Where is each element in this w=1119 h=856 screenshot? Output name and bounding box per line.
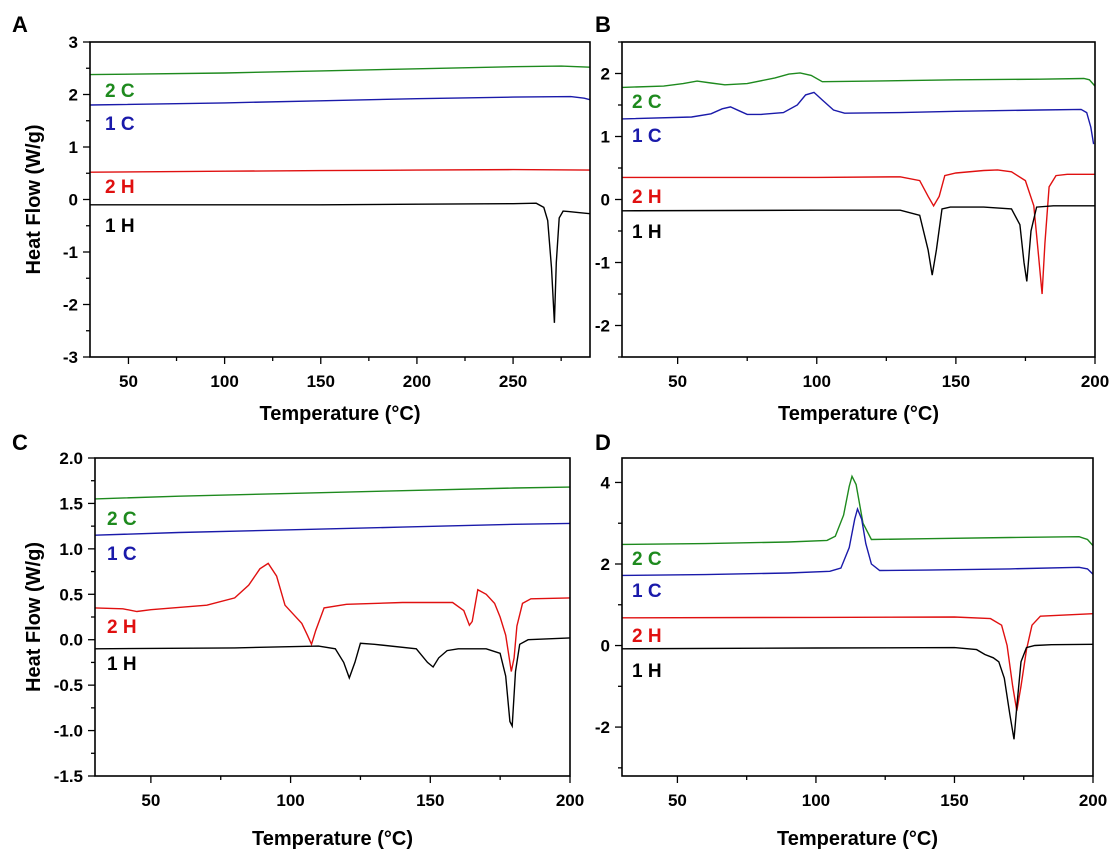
series-label-2c: 2 C	[632, 92, 662, 113]
series-line-2c	[622, 72, 1095, 89]
x-tick-label: 100	[803, 372, 831, 391]
panel-letter: B	[595, 12, 611, 37]
series-line-1h	[90, 202, 590, 323]
series-label-1h: 1 H	[107, 654, 137, 675]
x-tick-label: 200	[1079, 791, 1107, 810]
plot-frame	[94, 457, 571, 777]
y-tick-label: -1.0	[54, 722, 83, 741]
y-tick-label: 2	[601, 65, 610, 84]
series-line-1h	[622, 205, 1095, 282]
y-tick-label: 0.0	[59, 631, 83, 650]
y-axis-label: Heat Flow (W/g)	[23, 542, 45, 692]
series-label-1h: 1 H	[105, 216, 135, 237]
y-tick-label: 2	[69, 86, 78, 105]
y-tick-label: 4	[601, 473, 611, 492]
series-line-1c	[90, 95, 590, 106]
series-label-2c: 2 C	[105, 81, 135, 102]
series-line-2h	[95, 562, 570, 672]
series-label-2h: 2 H	[632, 187, 662, 208]
series-line-1c	[622, 506, 1093, 577]
y-tick-label: -1	[595, 254, 610, 273]
x-tick-label: 200	[403, 372, 431, 391]
series-label-1c: 1 C	[632, 581, 662, 602]
y-tick-label: -0.5	[54, 676, 83, 695]
x-tick-label: 50	[668, 372, 687, 391]
series-line-2c	[622, 474, 1093, 547]
series-label-1h: 1 H	[632, 222, 662, 243]
series-line-2c	[90, 65, 590, 76]
series-line-2h	[622, 613, 1093, 711]
y-tick-label: 0.5	[59, 585, 83, 604]
panel-letter: C	[12, 430, 28, 455]
y-tick-label: 1.5	[59, 494, 83, 513]
y-tick-label: 0	[601, 191, 610, 210]
series-line-1h	[95, 637, 570, 729]
series-label-1c: 1 C	[632, 126, 662, 147]
x-axis-label: Temperature (°C)	[777, 828, 938, 850]
y-tick-label: 2	[601, 555, 610, 574]
x-tick-label: 50	[141, 791, 160, 810]
panel-letter: D	[595, 430, 611, 455]
y-tick-label: 0	[601, 637, 610, 656]
panel-a: A 2 C 1 C 2 H 1 H 50 100 150 200 250 -3 -2 -1 0 1 2 3 Tem…	[12, 12, 591, 425]
x-tick-label: 150	[940, 791, 968, 810]
y-tick-label: 1	[601, 128, 610, 147]
panel-letter: A	[12, 12, 28, 37]
x-axis-label: Temperature (°C)	[252, 828, 413, 850]
x-tick-label: 150	[416, 791, 444, 810]
x-tick-label: 150	[942, 372, 970, 391]
x-tick-label: 50	[119, 372, 138, 391]
y-tick-label: 2.0	[59, 449, 83, 468]
series-line-2h	[90, 168, 590, 173]
series-label-1c: 1 C	[105, 114, 135, 135]
series-label-1c: 1 C	[107, 544, 137, 565]
plot-frame	[621, 457, 1094, 777]
y-tick-label: -1	[63, 243, 78, 262]
panel-b: B 2 C 1 C 2 H 1 H 50 100 150 200 -2 -1 0 1 2 Temperatu…	[595, 12, 1109, 425]
x-axis-label: Temperature (°C)	[260, 403, 421, 425]
plot-frame	[621, 41, 1096, 358]
x-tick-label: 50	[668, 791, 687, 810]
y-tick-label: -2	[595, 718, 610, 737]
x-tick-label: 200	[556, 791, 584, 810]
x-tick-label: 100	[276, 791, 304, 810]
y-tick-label: -2	[595, 317, 610, 336]
panel-d: D 2 C 1 C 2 H 1 H 50 100 150 200 -2 0 2 4 Temperature…	[595, 430, 1107, 850]
y-tick-label: 3	[69, 33, 78, 52]
series-line-1c	[95, 522, 570, 536]
x-tick-label: 100	[802, 791, 830, 810]
x-axis-label: Temperature (°C)	[778, 403, 939, 425]
x-tick-label: 100	[210, 372, 238, 391]
series-line-2h	[622, 169, 1095, 295]
series-label-2c: 2 C	[107, 509, 137, 530]
x-tick-label: 200	[1081, 372, 1109, 391]
series-line-2c	[95, 486, 570, 500]
series-label-2c: 2 C	[632, 549, 662, 570]
x-tick-label: 250	[499, 372, 527, 391]
panel-c: C 2 C 1 C 2 H 1 H 50 100 150 200 -1.5 -1.0 -0.5 0.0 0…	[12, 430, 584, 850]
series-label-1h: 1 H	[632, 661, 662, 682]
y-axis-label: Heat Flow (W/g)	[23, 125, 45, 275]
y-tick-label: 0	[69, 191, 78, 210]
y-tick-label: -1.5	[54, 767, 83, 786]
y-tick-label: -2	[63, 296, 78, 315]
x-tick-label: 150	[307, 372, 335, 391]
series-line-1c	[622, 91, 1095, 145]
series-line-1h	[622, 643, 1093, 740]
series-label-2h: 2 H	[632, 626, 662, 647]
y-tick-label: -3	[63, 348, 78, 367]
y-tick-label: 1	[69, 138, 78, 157]
series-label-2h: 2 H	[107, 617, 137, 638]
y-tick-label: 1.0	[59, 540, 83, 559]
plot-frame	[89, 41, 591, 358]
series-label-2h: 2 H	[105, 177, 135, 198]
